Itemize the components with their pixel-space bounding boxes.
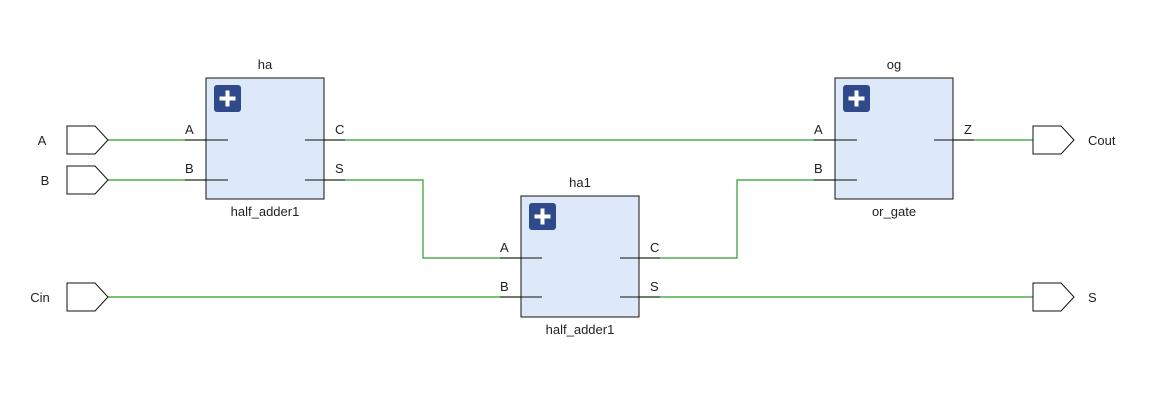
port-label-b: B bbox=[41, 173, 50, 188]
block-ha-pin-label-a: A bbox=[185, 122, 194, 137]
block-ha1[interactable]: ha1 half_adder1 A B C S bbox=[500, 175, 660, 337]
port-label-s: S bbox=[1088, 290, 1097, 305]
plus-square-icon[interactable] bbox=[843, 85, 870, 112]
block-og-pin-label-a: A bbox=[814, 122, 823, 137]
port-label-a: A bbox=[38, 133, 47, 148]
plus-square-icon[interactable] bbox=[529, 203, 556, 230]
block-ha1-pin-label-c: C bbox=[650, 240, 659, 255]
output-port-s[interactable]: S bbox=[1032, 282, 1097, 312]
block-og-instance: og bbox=[887, 57, 901, 72]
block-ha1-pin-label-b: B bbox=[500, 279, 509, 294]
block-ha1-pin-label-s: S bbox=[650, 279, 659, 294]
block-og-pin-label-b: B bbox=[814, 161, 823, 176]
block-ha-instance: ha bbox=[258, 57, 273, 72]
port-label-cin: Cin bbox=[30, 290, 50, 305]
wires bbox=[108, 139, 1033, 298]
block-ha1-instance: ha1 bbox=[569, 175, 591, 190]
wire-ha-s-to-ha1-a[interactable] bbox=[305, 179, 542, 259]
block-ha-pin-label-b: B bbox=[185, 161, 194, 176]
input-port-a[interactable]: A bbox=[38, 125, 109, 155]
input-port-cin[interactable]: Cin bbox=[30, 282, 109, 312]
input-port-b[interactable]: B bbox=[41, 165, 109, 195]
block-ha-pin-label-s: S bbox=[335, 161, 344, 176]
block-og-module: or_gate bbox=[872, 204, 916, 219]
block-ha[interactable]: ha half_adder1 A B C S bbox=[185, 57, 345, 219]
block-ha-pin-label-c: C bbox=[335, 122, 344, 137]
plus-square-icon[interactable] bbox=[214, 85, 241, 112]
output-port-cout[interactable]: Cout bbox=[1032, 125, 1116, 155]
wire-ha1-c-to-og-b[interactable] bbox=[620, 179, 857, 259]
port-label-cout: Cout bbox=[1088, 133, 1116, 148]
block-og-pin-label-z: Z bbox=[964, 122, 972, 137]
block-ha1-pin-label-a: A bbox=[500, 240, 509, 255]
block-ha-module: half_adder1 bbox=[231, 204, 300, 219]
block-og[interactable]: og or_gate A B Z bbox=[814, 57, 974, 219]
block-ha1-module: half_adder1 bbox=[546, 322, 615, 337]
